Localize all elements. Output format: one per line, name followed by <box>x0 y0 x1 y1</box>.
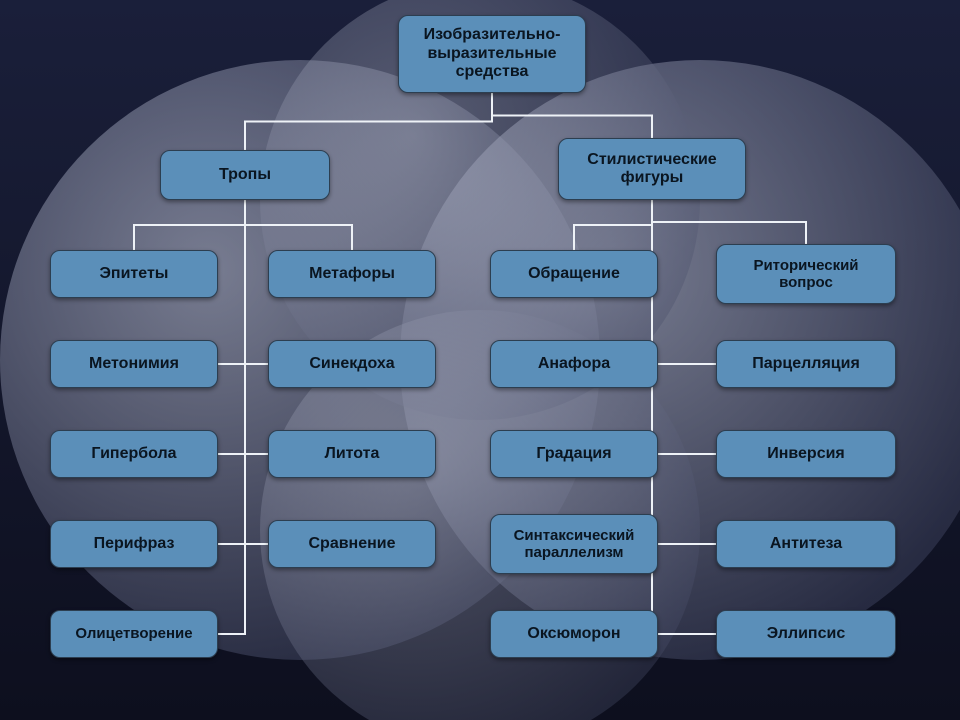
node-label: Перифраз <box>94 535 175 553</box>
node-label: Олицетворение <box>75 625 192 642</box>
node-sinekd: Синекдоха <box>268 340 436 388</box>
node-ritvopr: Риторический вопрос <box>716 244 896 304</box>
node-label: Анафора <box>538 355 610 373</box>
node-antitez: Антитеза <box>716 520 896 568</box>
node-anafora: Анафора <box>490 340 658 388</box>
node-obrash: Обращение <box>490 250 658 298</box>
node-label: Синтаксический параллелизм <box>514 527 635 562</box>
node-label: Метонимия <box>89 355 179 373</box>
node-metafory: Метафоры <box>268 250 436 298</box>
node-label: Парцелляция <box>752 355 860 373</box>
node-label: Антитеза <box>770 535 842 553</box>
node-label: Метафоры <box>309 265 395 283</box>
node-label: Эллипсис <box>767 625 845 643</box>
node-giperb: Гипербола <box>50 430 218 478</box>
node-epitety: Эпитеты <box>50 250 218 298</box>
node-root: Изобразительно- выразительные средства <box>398 15 586 93</box>
node-label: Сравнение <box>308 535 395 553</box>
node-metonim: Метонимия <box>50 340 218 388</box>
node-oksyum: Оксюморон <box>490 610 658 658</box>
node-perifraz: Перифраз <box>50 520 218 568</box>
node-label: Синекдоха <box>309 355 394 373</box>
node-label: Обращение <box>528 265 620 283</box>
node-ellips: Эллипсис <box>716 610 896 658</box>
diagram-stage: Изобразительно- выразительные средства Тр… <box>0 0 960 720</box>
node-label: Оксюморон <box>527 625 620 643</box>
node-olitset: Олицетворение <box>50 610 218 658</box>
node-litota: Литота <box>268 430 436 478</box>
node-label: Гипербола <box>91 445 176 463</box>
node-stil: Стилистические фигуры <box>558 138 746 200</box>
node-parcel: Парцелляция <box>716 340 896 388</box>
node-label: Градация <box>536 445 611 463</box>
node-sravn: Сравнение <box>268 520 436 568</box>
node-label: Тропы <box>219 166 271 184</box>
node-label: Стилистические фигуры <box>587 151 716 188</box>
node-label: Риторический вопрос <box>753 257 858 292</box>
node-label: Инверсия <box>767 445 845 463</box>
node-label: Изобразительно- выразительные средства <box>424 26 561 81</box>
node-tropy: Тропы <box>160 150 330 200</box>
node-invers: Инверсия <box>716 430 896 478</box>
node-label: Литота <box>325 445 380 463</box>
node-sintpar: Синтаксический параллелизм <box>490 514 658 574</box>
node-label: Эпитеты <box>100 265 169 283</box>
node-gradac: Градация <box>490 430 658 478</box>
